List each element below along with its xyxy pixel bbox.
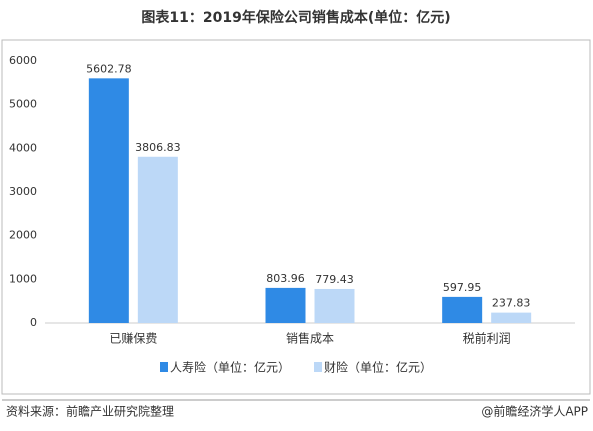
- value-label: 5602.78: [86, 62, 132, 75]
- legend-label: 财险（单位：亿元）: [324, 360, 432, 375]
- value-label: 803.96: [266, 272, 305, 285]
- source: 资料来源：前瞻产业研究院整理: [6, 404, 174, 419]
- y-tick-label: 0: [30, 316, 37, 329]
- bar: [88, 78, 129, 323]
- y-tick-label: 5000: [9, 98, 37, 111]
- bar: [442, 296, 483, 323]
- value-label: 779.43: [315, 273, 354, 286]
- y-tick-label: 6000: [9, 54, 37, 67]
- bar: [491, 312, 532, 323]
- legend-swatch: [160, 362, 168, 372]
- legend-swatch: [314, 362, 323, 372]
- y-tick-label: 4000: [9, 141, 37, 154]
- y-tick-label: 1000: [9, 272, 37, 285]
- value-label: 237.83: [492, 297, 531, 310]
- value-label: 597.95: [443, 281, 482, 294]
- chart-title: 图表11：2019年保险公司销售成本(单位：亿元): [141, 9, 450, 26]
- bar: [265, 287, 306, 323]
- bar: [137, 156, 178, 323]
- value-label: 3806.83: [135, 141, 181, 154]
- credit: @前瞻经济学人APP: [481, 404, 588, 419]
- chart-frame: [1, 39, 591, 395]
- bar: [314, 288, 355, 323]
- legend-label: 人寿险（单位：亿元）: [170, 360, 290, 375]
- y-tick-label: 2000: [9, 229, 37, 242]
- x-tick-label: 已赚保费: [109, 331, 157, 346]
- x-tick-label: 销售成本: [286, 331, 334, 346]
- y-tick-label: 3000: [9, 185, 37, 198]
- x-tick-label: 税前利润: [463, 331, 511, 346]
